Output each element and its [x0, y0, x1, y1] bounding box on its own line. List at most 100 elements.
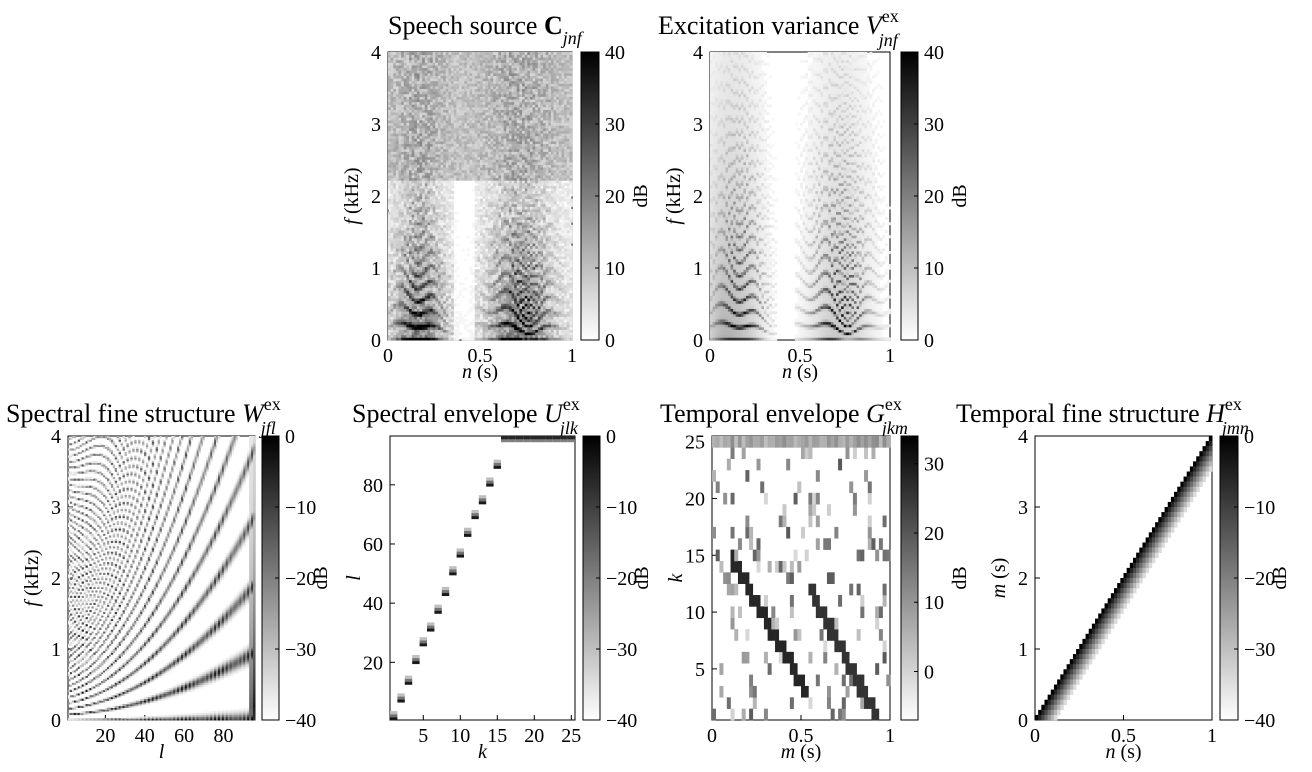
heatmap-cell — [393, 169, 397, 173]
heatmap-cell — [422, 313, 426, 317]
heatmap-cell — [485, 334, 489, 338]
heatmap-cell — [398, 57, 402, 61]
heatmap-cell — [393, 206, 397, 210]
heatmap-cell — [474, 72, 478, 76]
heatmap-cell — [480, 109, 484, 113]
heatmap-cell — [458, 141, 462, 145]
heatmap-cell — [498, 285, 502, 289]
heatmap-cell — [448, 316, 452, 320]
heatmap-cell — [432, 316, 436, 320]
heatmap-cell — [508, 151, 512, 155]
heatmap-cell — [430, 146, 434, 150]
heatmap-cell — [388, 198, 392, 202]
heatmap-cell — [495, 114, 499, 118]
heatmap-cell — [456, 62, 460, 66]
heatmap-cell — [511, 321, 515, 325]
heatmap-cell — [485, 83, 489, 87]
heatmap-cell — [393, 146, 397, 150]
heatmap-cell — [474, 300, 478, 304]
heatmap-cell — [424, 311, 428, 315]
heatmap-cell — [490, 232, 494, 236]
heatmap-cell — [472, 80, 476, 84]
heatmap-cell — [416, 292, 420, 296]
heatmap-cell — [493, 172, 497, 176]
heatmap-cell — [398, 75, 402, 79]
heatmap-cell — [445, 175, 449, 179]
heatmap-cell — [514, 198, 518, 202]
heatmap-cell — [487, 232, 491, 236]
heatmap-cell — [411, 313, 415, 317]
heatmap-cell — [451, 91, 455, 95]
heatmap-cell — [395, 188, 399, 192]
heatmap-cell — [388, 91, 392, 95]
heatmap-cell — [437, 277, 441, 281]
heatmap-cell — [388, 337, 392, 341]
heatmap-cell — [414, 256, 418, 260]
heatmap-cell — [495, 269, 499, 273]
heatmap-cell — [451, 203, 455, 207]
heatmap-cell — [403, 112, 407, 116]
heatmap-cell — [411, 227, 415, 231]
heatmap-cell — [458, 93, 462, 97]
heatmap-cell — [472, 127, 476, 131]
heatmap-cell — [472, 224, 476, 228]
heatmap-cell — [430, 72, 434, 76]
heatmap-cell — [485, 172, 489, 176]
heatmap-cell — [398, 138, 402, 142]
heatmap-cell — [416, 70, 420, 74]
heatmap-cell — [487, 258, 491, 262]
heatmap-cell — [390, 141, 394, 145]
heatmap-cell — [493, 279, 497, 283]
heatmap-cell — [495, 177, 499, 181]
heatmap-cell — [461, 127, 465, 131]
heatmap-cell — [445, 279, 449, 283]
heatmap-cell — [430, 334, 434, 338]
heatmap-cell — [451, 138, 455, 142]
heatmap-cell — [390, 269, 394, 273]
heatmap-cell — [511, 203, 515, 207]
heatmap-cell — [414, 269, 418, 273]
heatmap-cell — [469, 167, 473, 171]
heatmap-cell — [437, 135, 441, 139]
heatmap-cell — [495, 295, 499, 299]
heatmap-cell — [511, 300, 515, 304]
heatmap-cell — [393, 334, 397, 338]
heatmap-cell — [514, 214, 518, 218]
heatmap-cell — [422, 332, 426, 336]
heatmap-cell — [430, 52, 434, 56]
heatmap-cell — [448, 133, 452, 137]
heatmap-cell — [390, 151, 394, 155]
heatmap-cell — [477, 198, 481, 202]
heatmap-cell — [456, 57, 460, 61]
heatmap-cell — [485, 72, 489, 76]
heatmap-cell — [453, 104, 457, 108]
heatmap-cell — [422, 193, 426, 197]
heatmap-cell — [508, 237, 512, 241]
heatmap-cell — [482, 253, 486, 257]
heatmap-cell — [474, 177, 478, 181]
heatmap-cell — [403, 290, 407, 294]
heatmap-cell — [401, 154, 405, 158]
heatmap-cell — [395, 146, 399, 150]
heatmap-cell — [390, 138, 394, 142]
heatmap-cell — [424, 72, 428, 76]
heatmap-cell — [503, 311, 507, 315]
heatmap-cell — [503, 326, 507, 330]
heatmap-cell — [414, 104, 418, 108]
heatmap-cell — [498, 177, 502, 181]
heatmap-cell — [403, 154, 407, 158]
heatmap-cell — [464, 122, 468, 126]
heatmap-cell — [435, 106, 439, 110]
heatmap-cell — [490, 54, 494, 58]
heatmap-cell — [398, 177, 402, 181]
heatmap-cell — [495, 271, 499, 275]
heatmap-cell — [477, 227, 481, 231]
heatmap-cell — [480, 261, 484, 265]
heatmap-cell — [432, 274, 436, 278]
heatmap-cell — [456, 211, 460, 215]
heatmap-cell — [448, 193, 452, 197]
heatmap-cell — [456, 172, 460, 176]
heatmap-cell — [485, 67, 489, 71]
heatmap-cell — [472, 143, 476, 147]
heatmap-cell — [422, 93, 426, 97]
